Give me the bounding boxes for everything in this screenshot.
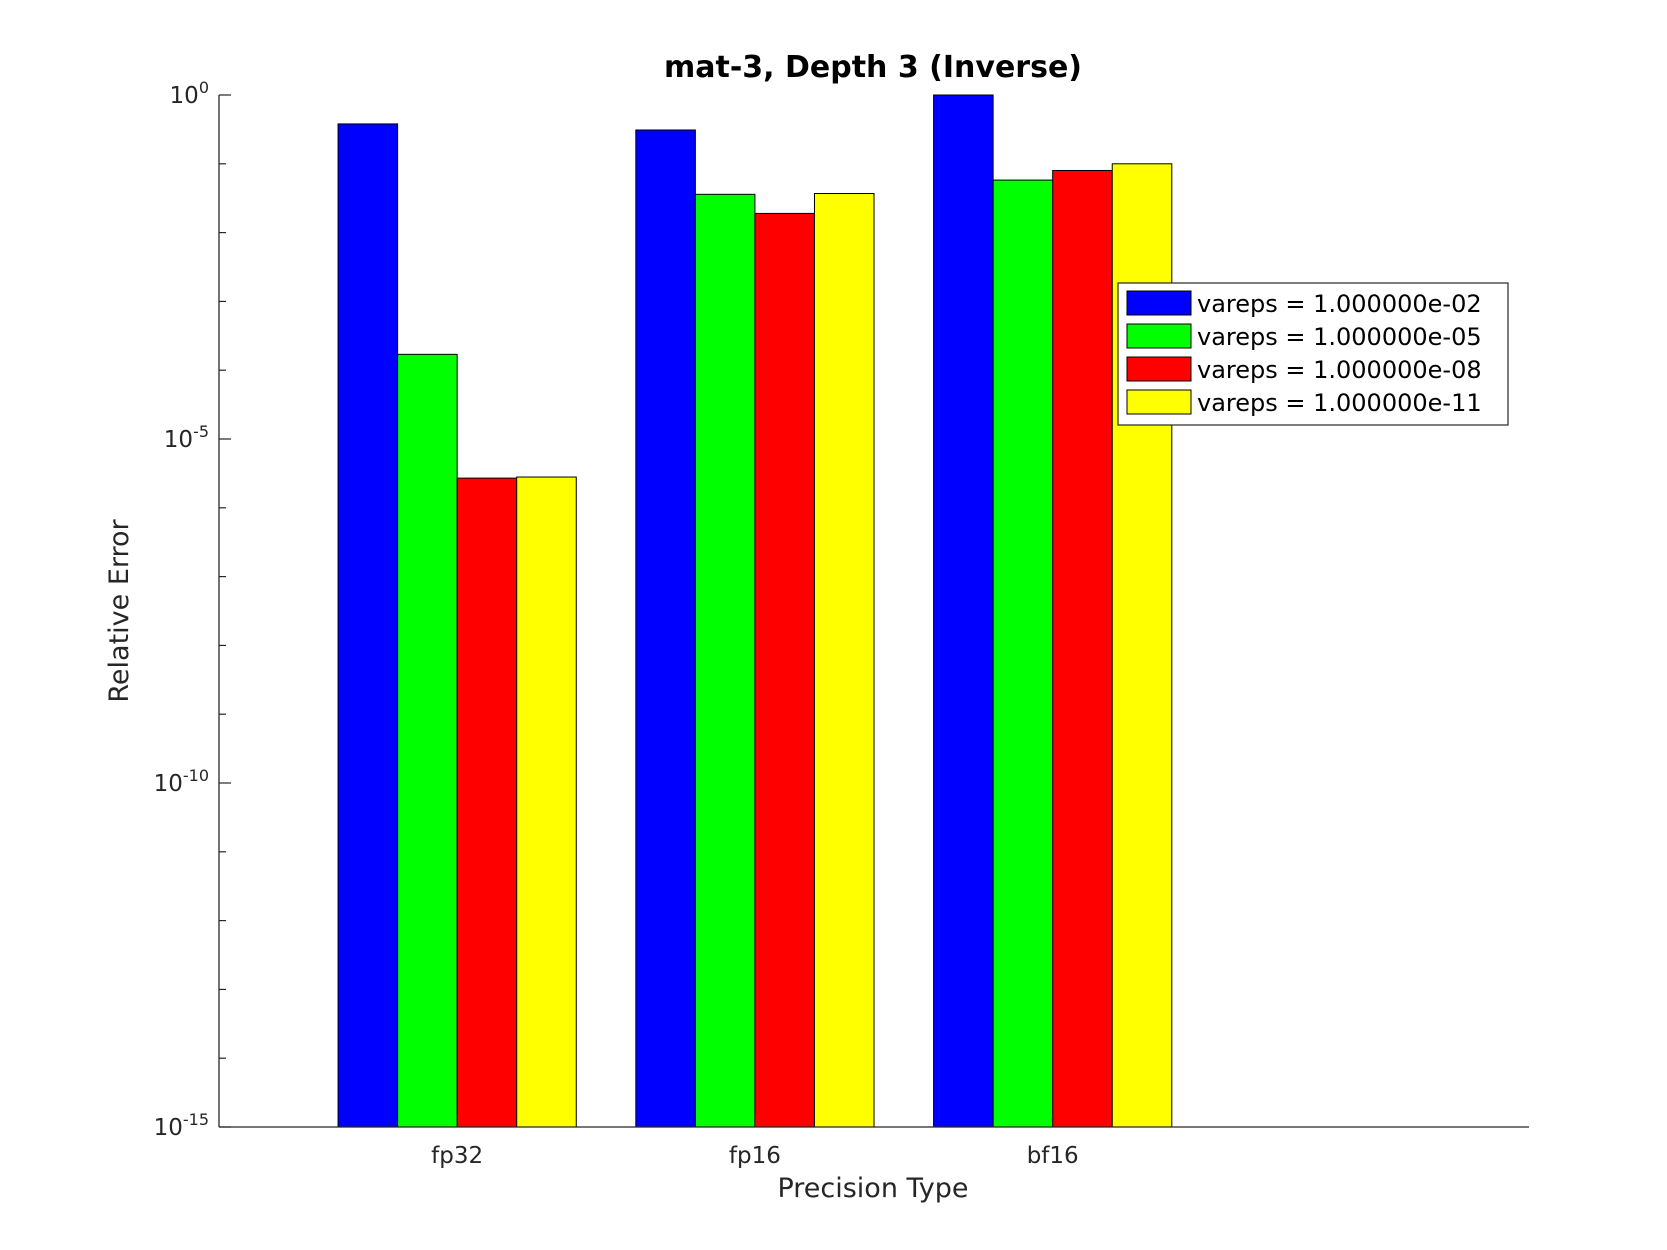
axes — [218, 95, 1529, 1128]
x-tick-label: bf16 — [1027, 1143, 1079, 1169]
bar-fp16-series-2 — [694, 193, 756, 1128]
legend-label: vareps = 1.000000e-08 — [1197, 356, 1482, 384]
y-tick-label: 10-5 — [164, 422, 209, 453]
bar-fp16-series-3 — [754, 212, 815, 1128]
y-ticks: 100 10-5 10-10 10-15 — [154, 78, 231, 1141]
legend-swatch — [1126, 389, 1192, 415]
bars — [337, 94, 1173, 1128]
y-tick-label: 10-10 — [154, 766, 209, 797]
bar-fp16-series-1 — [635, 129, 696, 1128]
x-tick-label: fp32 — [431, 1143, 483, 1169]
bar-bf16-series-2 — [992, 179, 1054, 1128]
legend-label: vareps = 1.000000e-11 — [1197, 389, 1482, 417]
bar-fp32-series-2 — [397, 353, 458, 1128]
legend-swatch — [1126, 356, 1192, 382]
bar-fp32-series-4 — [516, 476, 577, 1128]
bar-bf16-series-1 — [933, 94, 994, 1128]
legend-swatch — [1126, 323, 1192, 349]
bar-fp16-series-4 — [813, 193, 875, 1128]
chart-title: mat-3, Depth 3 (Inverse) — [664, 50, 1082, 85]
y-tick-label: 10-15 — [154, 1110, 209, 1141]
bar-bf16-series-3 — [1052, 169, 1113, 1128]
bar-fp32-series-1 — [337, 123, 399, 1128]
x-axis-label: Precision Type — [777, 1173, 968, 1204]
x-ticks: fp32 fp16 bf16 — [431, 1115, 1079, 1169]
legend-label: vareps = 1.000000e-05 — [1197, 323, 1482, 351]
bar-fp32-series-3 — [456, 477, 518, 1128]
y-tick-label: 100 — [170, 78, 209, 109]
y-axis-label: Relative Error — [104, 518, 135, 702]
legend-label: vareps = 1.000000e-02 — [1197, 290, 1482, 318]
x-tick-label: fp16 — [729, 1143, 781, 1169]
legend: vareps = 1.000000e-02 vareps = 1.000000e-… — [1117, 282, 1509, 426]
legend-swatch — [1126, 290, 1192, 316]
